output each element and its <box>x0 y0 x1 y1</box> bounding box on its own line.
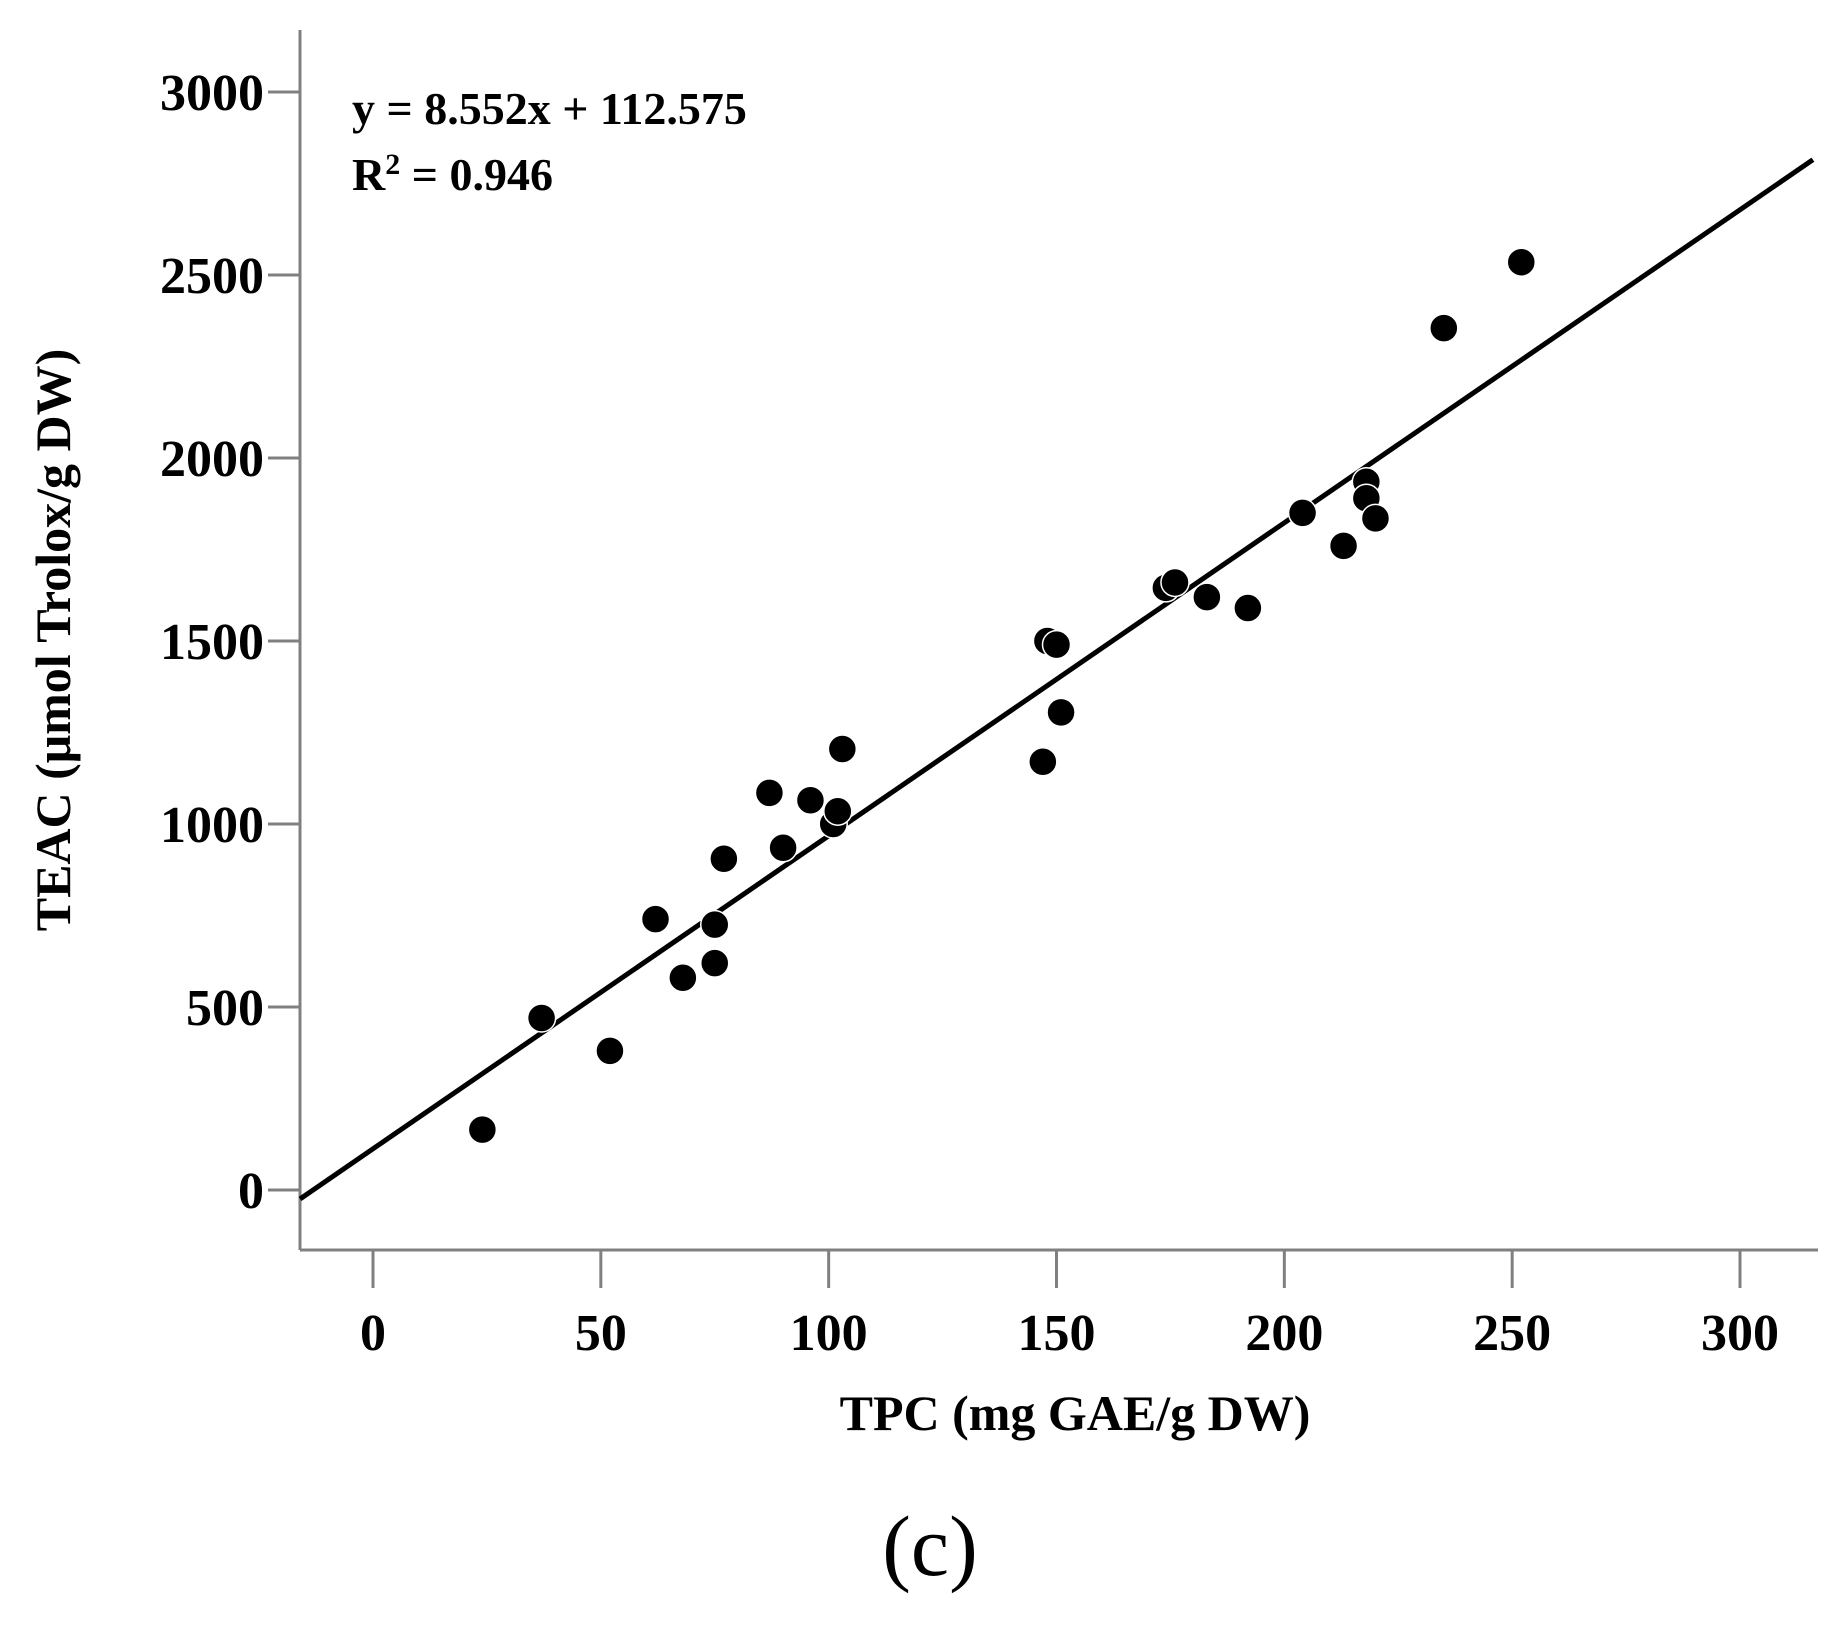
y-tick-label: 3000 <box>160 65 264 122</box>
data-point <box>1028 747 1058 777</box>
data-point <box>1046 697 1076 728</box>
x-tick-label: 0 <box>360 1305 386 1362</box>
r-squared-symbol: R <box>352 149 386 200</box>
data-point <box>1233 593 1263 623</box>
regression-equation: y = 8.552x + 112.575 <box>352 83 747 134</box>
x-axis-ticks: 0 50 100 150 200 250 300 <box>360 1250 1779 1362</box>
data-point <box>1160 567 1190 598</box>
r-squared-superscript: 2 <box>385 148 400 181</box>
x-tick-label: 250 <box>1473 1305 1551 1362</box>
x-tick-label: 50 <box>575 1305 627 1362</box>
x-tick-label: 150 <box>1018 1305 1096 1362</box>
data-point <box>768 833 798 863</box>
y-tick-label: 500 <box>186 980 264 1037</box>
x-axis-title: TPC (mg GAE/g DW) <box>840 1385 1311 1441</box>
y-axis-title: TEAC (μmol Trolox/g DW) <box>25 349 81 932</box>
data-point <box>668 962 698 993</box>
data-point <box>640 904 671 934</box>
x-tick-label: 300 <box>1701 1305 1779 1362</box>
data-point <box>1328 531 1359 561</box>
data-point <box>526 1003 557 1033</box>
data-point <box>1041 629 1072 660</box>
y-tick-label: 1000 <box>160 797 264 854</box>
panel-label: (c) <box>882 1498 977 1594</box>
plot-area <box>298 157 1815 1201</box>
data-point <box>1287 498 1318 528</box>
data-point <box>1429 313 1459 343</box>
data-point <box>709 844 739 874</box>
data-points <box>467 247 1537 1145</box>
y-tick-label: 0 <box>238 1163 264 1220</box>
y-tick-label: 2000 <box>160 431 264 488</box>
y-tick-label: 1500 <box>160 614 264 671</box>
y-axis-ticks: 0 500 1000 1500 2000 2500 3000 <box>160 65 300 1220</box>
data-point <box>823 796 853 826</box>
data-point <box>467 1114 498 1145</box>
data-point <box>1192 582 1222 612</box>
y-tick-label: 2500 <box>160 248 264 305</box>
r-squared-annotation: R2 = 0.946 <box>352 148 553 200</box>
data-point <box>1506 247 1537 277</box>
data-point <box>1360 503 1391 534</box>
data-point <box>827 734 858 764</box>
x-tick-label: 100 <box>790 1305 868 1362</box>
r-squared-value: = 0.946 <box>400 149 553 200</box>
data-point <box>700 909 730 940</box>
x-tick-label: 200 <box>1245 1305 1323 1362</box>
data-point <box>795 785 826 815</box>
data-point <box>754 778 785 808</box>
data-point <box>595 1036 625 1066</box>
data-point <box>700 948 730 978</box>
